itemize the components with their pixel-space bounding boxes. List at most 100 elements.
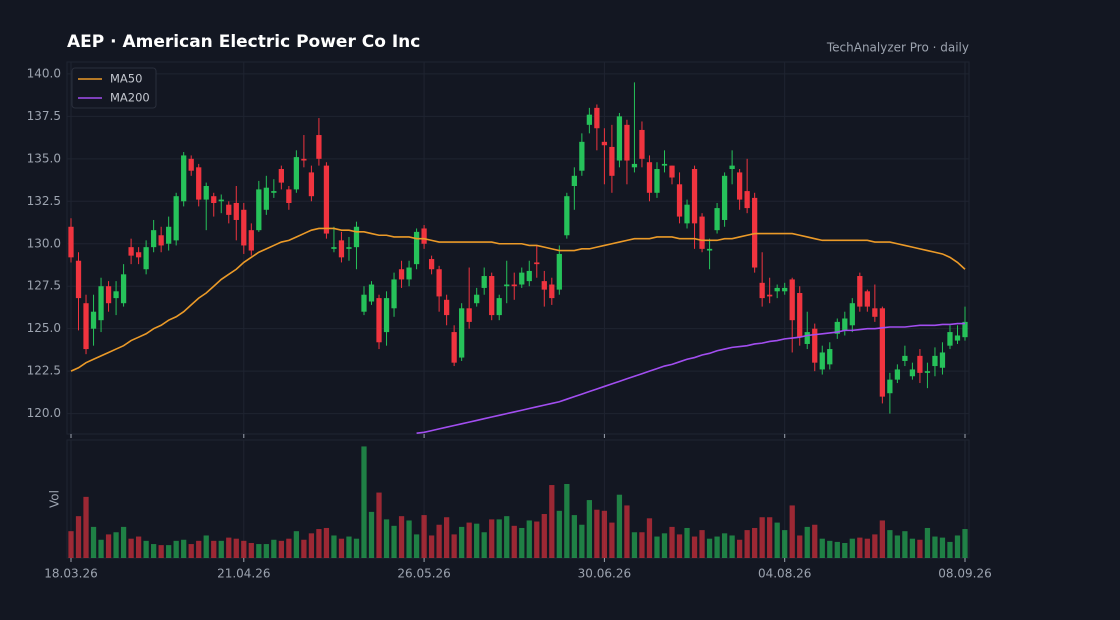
volume-bar bbox=[939, 537, 946, 558]
candle-body bbox=[158, 235, 164, 246]
volume-bar bbox=[744, 530, 750, 558]
legend-label: MA50 bbox=[110, 72, 142, 86]
candle-body bbox=[68, 226, 74, 258]
candle-body bbox=[872, 308, 878, 317]
candle-body bbox=[909, 369, 916, 377]
volume-bar bbox=[316, 529, 322, 558]
volume-bar bbox=[241, 540, 247, 558]
volume-bar bbox=[421, 515, 427, 558]
candle-body bbox=[316, 135, 322, 159]
x-tick-label: 08.09.26 bbox=[938, 567, 991, 581]
volume-bar bbox=[226, 537, 232, 558]
volume-bar bbox=[436, 524, 442, 558]
volume-bar bbox=[669, 526, 675, 558]
candle-body bbox=[654, 169, 660, 193]
candle-body bbox=[849, 303, 855, 326]
candle-body bbox=[181, 155, 187, 202]
volume-bar bbox=[519, 527, 525, 558]
volume-bar bbox=[857, 537, 863, 558]
legend-label: MA200 bbox=[110, 91, 150, 105]
volume-bar bbox=[774, 522, 780, 558]
candle-body bbox=[879, 308, 885, 397]
candle-body bbox=[834, 321, 840, 334]
moving-averages bbox=[70, 227, 966, 434]
candle-body bbox=[135, 252, 142, 258]
y-tick-label: 125.0 bbox=[27, 321, 61, 335]
volume-bar bbox=[158, 545, 164, 558]
volume-bar bbox=[353, 538, 360, 558]
candle-body bbox=[218, 199, 224, 202]
candle-body bbox=[864, 291, 870, 307]
volume-bar bbox=[947, 541, 953, 558]
candle-body bbox=[519, 272, 525, 285]
candle-body bbox=[699, 216, 705, 249]
volume-bar bbox=[459, 526, 465, 558]
candle-body bbox=[301, 158, 307, 161]
volume-bar bbox=[736, 539, 743, 558]
volume-bar bbox=[564, 483, 570, 558]
volume-bar bbox=[368, 511, 375, 558]
y-tick-label: 122.5 bbox=[27, 364, 61, 378]
candle-body bbox=[601, 141, 608, 146]
candle-body bbox=[857, 276, 863, 307]
candle-body bbox=[196, 167, 202, 200]
candle-body bbox=[421, 228, 427, 244]
volume-bar bbox=[631, 532, 638, 558]
candle-body bbox=[436, 269, 442, 297]
candle-body bbox=[759, 282, 765, 299]
volume-bar bbox=[151, 544, 157, 558]
volume-bar bbox=[789, 505, 795, 558]
volume-bar bbox=[181, 539, 187, 558]
volume-bar bbox=[271, 539, 277, 558]
volume-bar bbox=[301, 539, 307, 558]
candle-body bbox=[954, 335, 961, 341]
candle-body bbox=[128, 247, 134, 256]
volume-bar bbox=[962, 529, 968, 558]
volume-bar bbox=[68, 531, 74, 558]
candle-body bbox=[924, 371, 931, 373]
y-tick-label: 130.0 bbox=[27, 236, 61, 250]
candle-body bbox=[511, 284, 517, 287]
candle-body bbox=[308, 172, 315, 197]
volume-bar bbox=[887, 530, 893, 558]
candle-body bbox=[819, 352, 825, 370]
candle-body bbox=[736, 172, 743, 200]
volume-bar bbox=[286, 538, 292, 558]
candle-body bbox=[256, 189, 262, 231]
candle-body bbox=[444, 299, 450, 316]
candle-body bbox=[609, 146, 615, 176]
volume-bar bbox=[451, 534, 457, 558]
volume-bar bbox=[504, 516, 510, 558]
candle-body bbox=[669, 165, 675, 178]
candle-body bbox=[293, 157, 300, 190]
candle-body bbox=[752, 197, 758, 268]
candle-body bbox=[75, 260, 82, 299]
volume-bar bbox=[759, 517, 765, 558]
candle-body bbox=[534, 262, 540, 265]
candle-body bbox=[526, 270, 532, 282]
volume-bar bbox=[211, 540, 217, 558]
volume-bar bbox=[511, 525, 517, 558]
candle-body bbox=[571, 175, 577, 186]
volume-bar bbox=[804, 526, 810, 558]
candle-body bbox=[173, 196, 179, 241]
volume-bar bbox=[105, 534, 112, 558]
volume-bar bbox=[691, 536, 698, 558]
candle-body bbox=[564, 196, 570, 236]
candles bbox=[68, 82, 968, 414]
y-tick-label: 140.0 bbox=[27, 66, 61, 80]
volume-bar bbox=[489, 519, 495, 558]
price-panel bbox=[66, 61, 970, 435]
candle-body bbox=[676, 184, 683, 217]
volume-bar bbox=[624, 505, 630, 558]
volume-bar bbox=[879, 520, 885, 558]
volume-bar bbox=[143, 540, 149, 558]
volume-bar bbox=[699, 530, 705, 558]
volume-bar bbox=[293, 531, 300, 558]
volume-bar bbox=[594, 509, 600, 558]
volume-bar bbox=[902, 531, 908, 558]
volume-bar bbox=[571, 515, 577, 558]
candle-body bbox=[346, 247, 352, 249]
volume-bar bbox=[466, 522, 472, 558]
candle-body bbox=[887, 379, 893, 394]
